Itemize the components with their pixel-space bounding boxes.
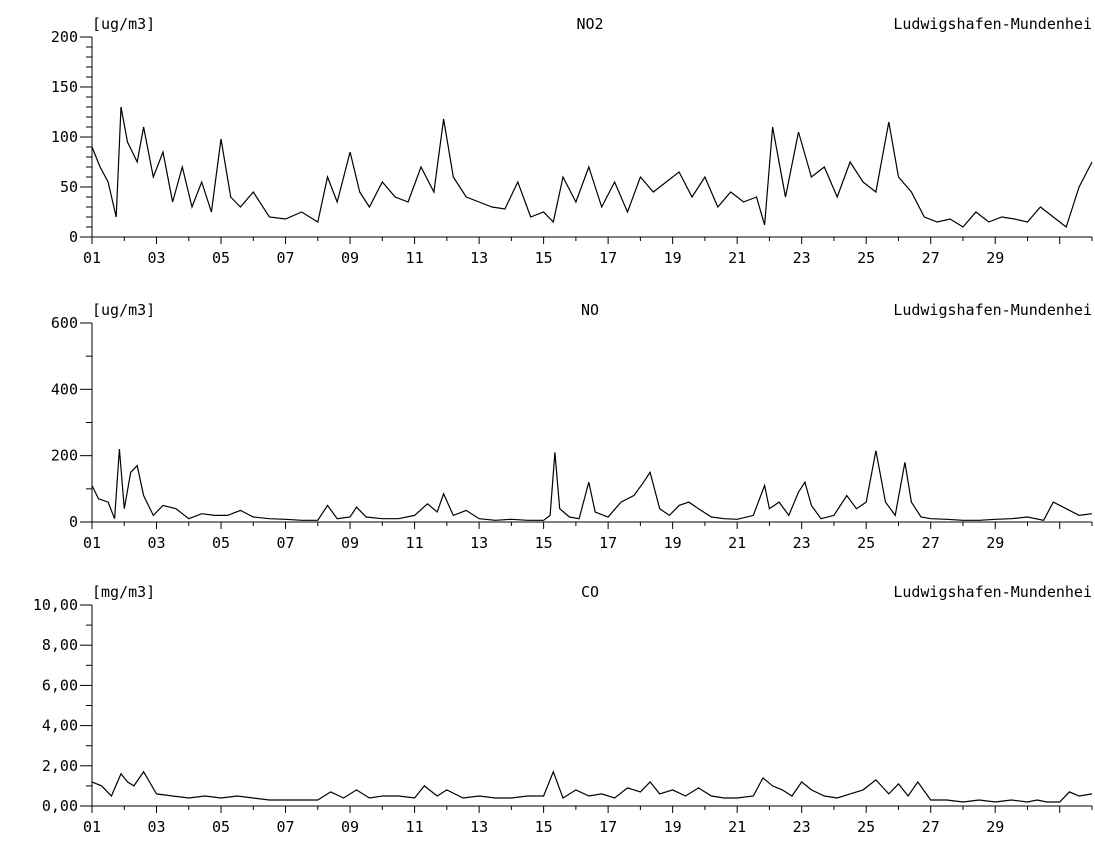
co-station-label: Ludwigshafen-Mundenhei: [893, 583, 1092, 601]
no-y-tick-label: 0: [69, 513, 78, 531]
no2-x-tick-label: 21: [728, 249, 746, 267]
co-x-tick-label: 15: [535, 818, 553, 836]
no-x-tick-label: 27: [922, 534, 940, 552]
co-x-tick-label: 05: [212, 818, 230, 836]
no2-x-tick-label: 01: [83, 249, 101, 267]
no-x-tick-label: 15: [535, 534, 553, 552]
no2-station-label: Ludwigshafen-Mundenhei: [893, 15, 1092, 33]
no-y-tick-label: 400: [51, 380, 78, 398]
no-title: NO: [581, 301, 599, 319]
no2-y-tick-label: 150: [51, 78, 78, 96]
co-x-tick-label: 23: [793, 818, 811, 836]
co-panel: [mg/m3] CO Ludwigshafen-Mundenhei 0,00 2,…: [33, 583, 1093, 836]
co-x-tick-label: 29: [986, 818, 1004, 836]
no-x-tick-label: 09: [341, 534, 359, 552]
co-y-tick-label: 0,00: [42, 797, 78, 815]
no2-x-tick-label: 27: [922, 249, 940, 267]
co-x-tick-label: 11: [406, 818, 424, 836]
no2-x-tick-label: 11: [406, 249, 424, 267]
no2-x-tick-label: 07: [277, 249, 295, 267]
no-x-tick-label: 17: [599, 534, 617, 552]
no-x-tick-label: 29: [986, 534, 1004, 552]
co-y-tick-label: 6,00: [42, 676, 78, 694]
no2-unit-label: [ug/m3]: [92, 15, 155, 33]
no-panel: [ug/m3] NO Ludwigshafen-Mundenhei 0 200 40…: [51, 301, 1093, 552]
no2-y-tick-label: 200: [51, 28, 78, 46]
co-x-tick-label: 27: [922, 818, 940, 836]
no2-x-tick-label: 09: [341, 249, 359, 267]
no2-x-tick-label: 05: [212, 249, 230, 267]
no2-x-tick-label: 03: [147, 249, 165, 267]
no2-panel: [ug/m3] NO2 Ludwigshafen-Mundenhei 05010…: [51, 15, 1093, 267]
co-x-tick-label: 17: [599, 818, 617, 836]
co-x-tick-label: 19: [664, 818, 682, 836]
co-y-tick-label: 2,00: [42, 757, 78, 775]
no-x-tick-label: 23: [793, 534, 811, 552]
co-y-tick-label: 10,00: [33, 596, 78, 614]
co-title: CO: [581, 583, 599, 601]
co-y-tick-label: 8,00: [42, 636, 78, 654]
co-x-tick-label: 07: [277, 818, 295, 836]
no2-series-line: [91, 106, 1093, 228]
no2-x-tick-label: 25: [857, 249, 875, 267]
co-x-tick-label: 13: [470, 818, 488, 836]
no2-x-tick-label: 23: [793, 249, 811, 267]
no2-y-tick-label: 100: [51, 128, 78, 146]
no-y-tick-label: 200: [51, 447, 78, 465]
no-x-tick-label: 21: [728, 534, 746, 552]
co-x-tick-label: 25: [857, 818, 875, 836]
no2-x-tick-label: 17: [599, 249, 617, 267]
no-unit-label: [ug/m3]: [92, 301, 155, 319]
co-unit-label: [mg/m3]: [92, 583, 155, 601]
no-x-tick-label: 13: [470, 534, 488, 552]
no-x-tick-label: 07: [277, 534, 295, 552]
no-station-label: Ludwigshafen-Mundenhei: [893, 301, 1092, 319]
no-x-tick-label: 11: [406, 534, 424, 552]
no2-title: NO2: [576, 15, 603, 33]
co-y-tick-label: 4,00: [42, 717, 78, 735]
co-x-tick-label: 09: [341, 818, 359, 836]
no-series-line: [91, 448, 1093, 521]
no2-x-tick-label: 29: [986, 249, 1004, 267]
no-x-tick-label: 01: [83, 534, 101, 552]
no2-x-tick-label: 19: [664, 249, 682, 267]
co-series-line: [91, 770, 1093, 803]
co-x-tick-label: 03: [147, 818, 165, 836]
no-x-tick-label: 19: [664, 534, 682, 552]
no-y-tick-label: 600: [51, 314, 78, 332]
co-x-tick-label: 01: [83, 818, 101, 836]
no2-x-tick-label: 13: [470, 249, 488, 267]
no-x-tick-label: 03: [147, 534, 165, 552]
no-x-tick-label: 25: [857, 534, 875, 552]
no2-x-tick-label: 15: [535, 249, 553, 267]
no2-y-tick-label: 50: [60, 178, 78, 196]
no-x-tick-label: 05: [212, 534, 230, 552]
no2-y-tick-label: 0: [69, 228, 78, 246]
co-x-tick-label: 21: [728, 818, 746, 836]
